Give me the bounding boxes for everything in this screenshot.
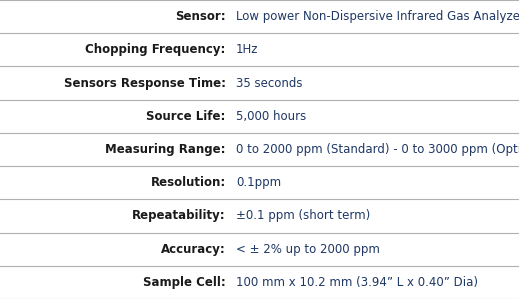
Text: Chopping Frequency:: Chopping Frequency:	[86, 43, 226, 56]
Text: Sensor:: Sensor:	[175, 10, 226, 23]
Text: 35 seconds: 35 seconds	[236, 77, 303, 90]
Text: Repeatability:: Repeatability:	[132, 209, 226, 222]
Text: Sensors Response Time:: Sensors Response Time:	[64, 77, 226, 90]
Text: Resolution:: Resolution:	[151, 176, 226, 189]
Text: Sample Cell:: Sample Cell:	[143, 276, 226, 289]
Text: < ± 2% up to 2000 ppm: < ± 2% up to 2000 ppm	[236, 243, 380, 256]
Text: 0.1ppm: 0.1ppm	[236, 176, 281, 189]
Text: Source Life:: Source Life:	[146, 110, 226, 123]
Text: 1Hz: 1Hz	[236, 43, 258, 56]
Text: Low power Non-Dispersive Infrared Gas Analyzer: Low power Non-Dispersive Infrared Gas An…	[236, 10, 519, 23]
Text: Measuring Range:: Measuring Range:	[105, 143, 226, 156]
Text: 5,000 hours: 5,000 hours	[236, 110, 306, 123]
Text: 100 mm x 10.2 mm (3.94” L x 0.40” Dia): 100 mm x 10.2 mm (3.94” L x 0.40” Dia)	[236, 276, 478, 289]
Text: ±0.1 ppm (short term): ±0.1 ppm (short term)	[236, 209, 371, 222]
Text: Accuracy:: Accuracy:	[161, 243, 226, 256]
Text: 0 to 2000 ppm (Standard) - 0 to 3000 ppm (Optional): 0 to 2000 ppm (Standard) - 0 to 3000 ppm…	[236, 143, 519, 156]
